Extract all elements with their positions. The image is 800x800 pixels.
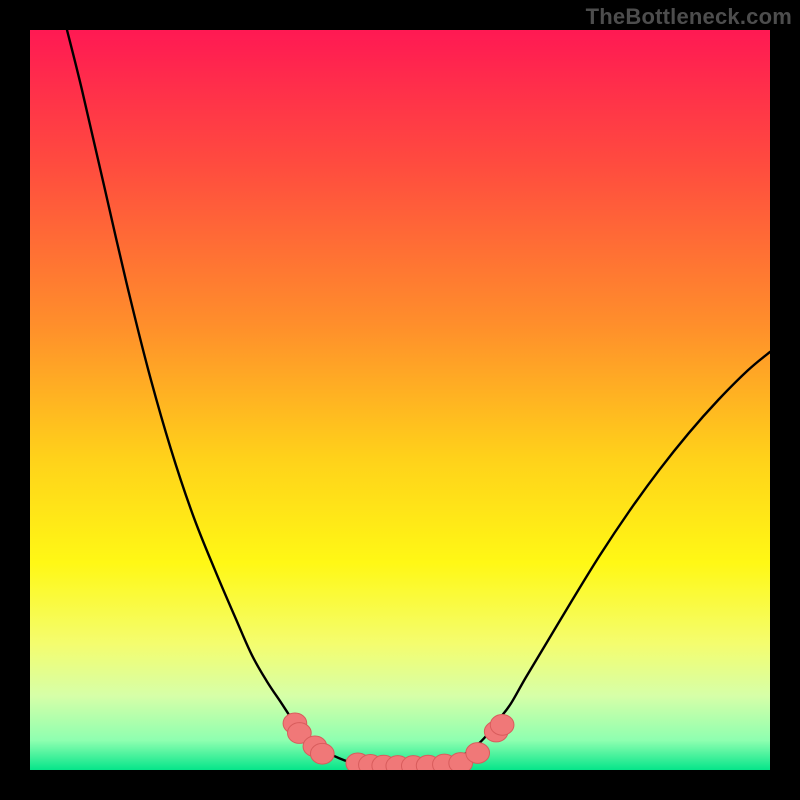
chart-svg bbox=[0, 0, 800, 800]
marker-point bbox=[490, 715, 514, 736]
marker-point bbox=[466, 743, 490, 764]
plot-background bbox=[30, 30, 770, 770]
marker-point bbox=[310, 743, 334, 764]
watermark-text: TheBottleneck.com bbox=[586, 4, 792, 30]
